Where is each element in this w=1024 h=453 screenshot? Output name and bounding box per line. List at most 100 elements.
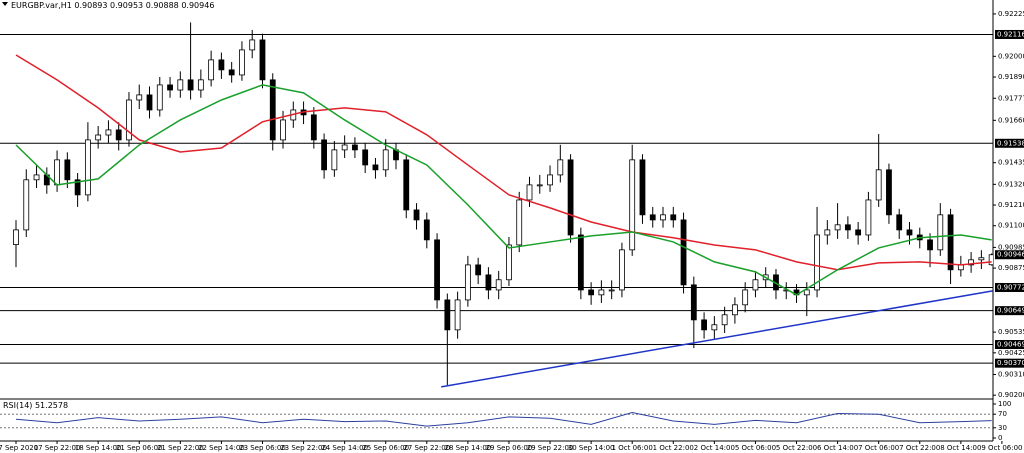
candle-body (834, 224, 841, 231)
x-tick-label: 7 Oct 22:00 (899, 444, 940, 452)
candle-body (403, 159, 410, 211)
candle-body (331, 149, 338, 171)
candle-body (177, 79, 184, 91)
rsi-tick-label: 70 (998, 410, 1007, 418)
candle-body (321, 139, 328, 171)
candle-body (259, 39, 266, 81)
candle-body (824, 229, 831, 236)
candle-body (516, 199, 523, 246)
candle-body (13, 229, 19, 245)
candle-body (341, 144, 348, 151)
x-tick-label: 27 Sep 22:00 (403, 444, 450, 452)
candle-body (74, 179, 81, 196)
candle-body (988, 254, 993, 266)
candle-body (814, 234, 820, 291)
candle-body (629, 159, 636, 251)
level-label-box (995, 340, 1024, 350)
candle-body (608, 289, 615, 292)
candle-body (269, 79, 276, 141)
x-tick-label: 24 Sep 14:00 (321, 444, 368, 452)
x-tick-label: 29 Sep 06:00 (486, 444, 533, 452)
symbol: EURGBP.var,H1 (11, 1, 72, 10)
candle-body (855, 229, 862, 236)
x-tick-label: 22 Sep 14:00 (198, 444, 245, 452)
current-price-label: 0.90946 (997, 251, 1024, 259)
candle-body (577, 234, 584, 291)
collapse-icon (2, 2, 8, 6)
overlay-line (441, 290, 993, 388)
candle-body (660, 214, 666, 221)
candle-body (927, 239, 933, 251)
y-tick-label: 0.90535 (998, 328, 1024, 336)
candle-body (639, 159, 646, 216)
rsi-tick-label: 100 (998, 400, 1011, 408)
candle-body (54, 159, 60, 186)
candle-body (249, 39, 256, 51)
last-open: 0.90893 (74, 1, 107, 10)
x-tick-label: 5 Oct 22:00 (776, 444, 817, 452)
candle-body (84, 139, 91, 196)
candle-body (95, 134, 102, 141)
candle-body (649, 214, 656, 221)
x-tick-label: 29 Sep 22:00 (527, 444, 574, 452)
x-tick-label: 6 Oct 14:00 (817, 444, 858, 452)
candle-body (886, 169, 892, 216)
candle-body (803, 289, 810, 296)
candle-body (896, 214, 903, 231)
level-label-box (995, 282, 1024, 292)
candle-body (844, 224, 851, 231)
candle-body (598, 289, 605, 296)
candle-body (978, 257, 985, 261)
candle-body (937, 214, 944, 251)
x-tick-label: 2 Oct 14:00 (694, 444, 735, 452)
candle-body (547, 174, 553, 186)
x-tick-label: 18 Sep 14:00 (75, 444, 122, 452)
candle-body (197, 79, 204, 91)
y-tick-label: 0.90875 (998, 264, 1024, 272)
rsi-line (15, 411, 992, 427)
x-tick-label: 17 Sep 22:00 (34, 444, 81, 452)
candle-body (906, 229, 913, 236)
x-tick-label: 9 Oct 06:00 (981, 444, 1022, 452)
candle-body (115, 129, 122, 141)
level-label: 0.92116 (997, 30, 1024, 38)
candle-body (105, 129, 112, 136)
x-tick-label: 1 Oct 22:00 (653, 444, 694, 452)
candle-body (742, 289, 749, 306)
level-label: 0.90370 (997, 359, 1024, 367)
overlay-line (15, 84, 992, 296)
candle-body (732, 304, 738, 316)
plot-area (0, 22, 993, 388)
candle-body (701, 319, 707, 331)
candle-body (280, 119, 286, 141)
x-tick-label: 5 Oct 06:00 (735, 444, 776, 452)
y-tick-label: 0.91777 (998, 94, 1024, 102)
candle-body (536, 184, 543, 187)
candle-body (136, 94, 143, 101)
level-label-box (995, 138, 1024, 148)
x-tick-label: 7 Oct 06:00 (858, 444, 899, 452)
level-label: 0.91538 (997, 139, 1024, 147)
candle-body (228, 69, 235, 76)
candle-body (310, 114, 317, 141)
rsi-name: RSI(14) (3, 401, 32, 410)
x-tick-label: 21 Sep 06:00 (116, 444, 163, 452)
candle-body (567, 159, 574, 236)
candle-body (444, 299, 451, 331)
candle-body (64, 159, 71, 181)
candle-body (464, 264, 471, 301)
x-tick-label: 17 Sep 2020 (0, 444, 38, 452)
x-tick-label: 8 Oct 14:00 (940, 444, 981, 452)
candle-body (454, 299, 461, 331)
last-high: 0.90953 (110, 1, 143, 10)
candle-body (947, 214, 954, 271)
candle-body (526, 184, 533, 201)
candle-body (208, 59, 215, 81)
